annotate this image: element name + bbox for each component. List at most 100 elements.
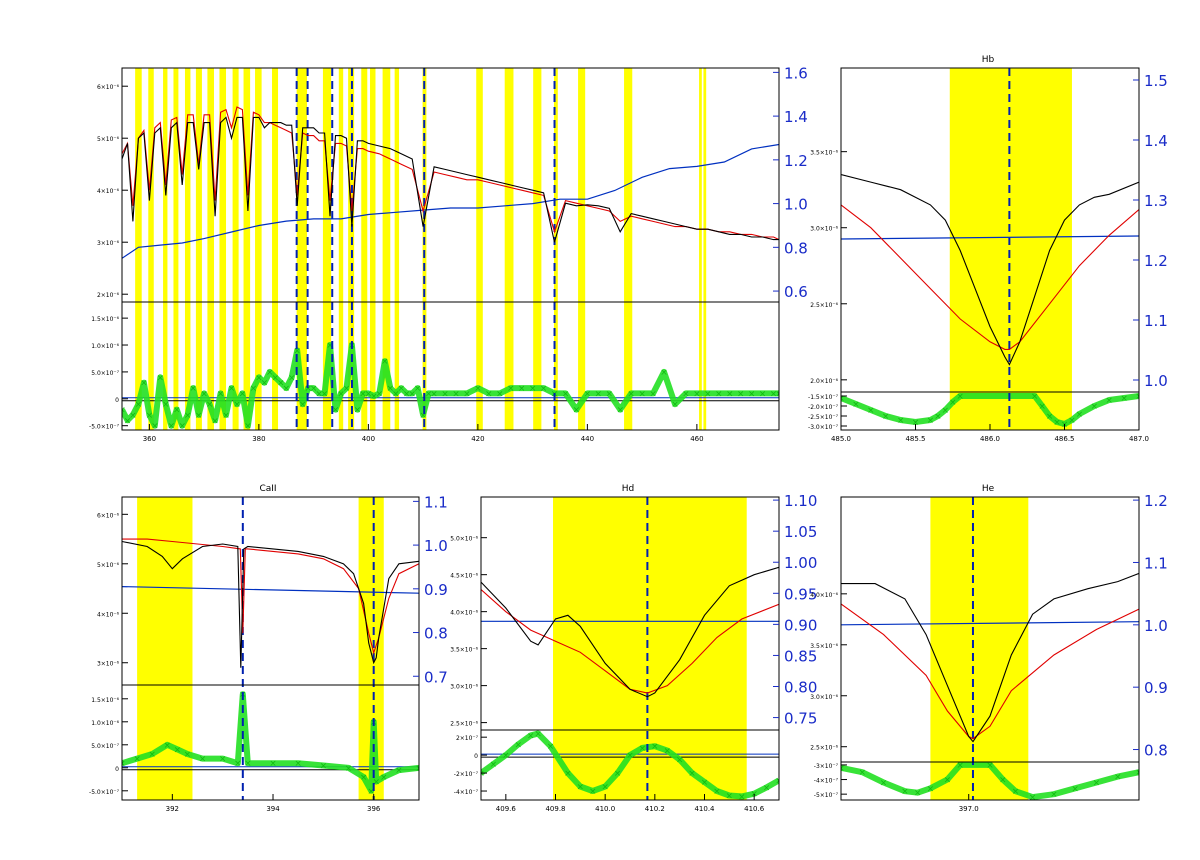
full-spectrum-residual-point: × [293, 346, 301, 356]
full-spectrum-xtick-label: 460 [690, 435, 703, 443]
full-spectrum-residual-point: × [200, 389, 208, 399]
hd-zoom-residual-point: × [639, 744, 647, 754]
caii-zoom-residual-point: × [148, 750, 156, 760]
full-spectrum-residual-point: × [206, 400, 214, 410]
hb-zoom-residual-point: × [934, 412, 942, 422]
full-spectrum-residual-point: × [354, 406, 362, 416]
full-spectrum-residual-point: × [118, 406, 126, 416]
caii-zoom-residual-ytick-label: 1.0×10⁻⁶ [91, 720, 119, 727]
full-spectrum-residual-point: × [359, 389, 367, 399]
hd-zoom-residual-point: × [564, 769, 572, 779]
full-spectrum-residual-point: × [376, 389, 384, 399]
full-spectrum-y2tick-label: 1.0 [784, 196, 808, 214]
full-spectrum-residual-point: × [414, 384, 422, 394]
full-spectrum-residual-point: × [616, 406, 624, 416]
hd-zoom-residual-point: × [527, 731, 535, 741]
full-spectrum-residual-point: × [228, 384, 236, 394]
hb-zoom-residual-point: × [1046, 412, 1054, 422]
full-spectrum-residual-point: × [365, 389, 373, 399]
caii-zoom-residual-point: × [269, 759, 277, 769]
hb-zoom-residual-point: × [882, 412, 890, 422]
full-spectrum-observed-line [122, 116, 779, 243]
full-spectrum-residual-point: × [540, 384, 548, 394]
full-spectrum-residual-point: × [266, 368, 274, 378]
he-zoom-residual-point: × [1135, 768, 1143, 778]
hd-zoom-residual-point: × [726, 792, 734, 802]
full-spectrum-residual-point: × [507, 384, 515, 394]
hb-zoom-y2tick-label: 1.1 [1144, 312, 1168, 330]
caii-zoom-y2tick-label: 0.9 [424, 581, 448, 599]
full-spectrum-residual-point: × [671, 400, 679, 410]
full-spectrum-residual-point: × [381, 357, 389, 367]
hb-zoom-plot-area: ×××××××××××××××××××××× [841, 68, 1139, 430]
hd-zoom-residual-point: × [589, 787, 597, 797]
caii-zoom-ratio-line [122, 586, 419, 594]
full-spectrum-ytick-label: 5×10⁻⁶ [97, 136, 120, 143]
caii-zoom-residual-ytick-label: -5.0×10⁻⁷ [89, 789, 120, 796]
caii-zoom-frame [121, 496, 420, 801]
caii-zoom-residual-point: × [380, 773, 388, 783]
full-spectrum-residual-point: × [759, 389, 767, 399]
full-spectrum-residual-point: × [737, 389, 745, 399]
full-spectrum-residual-ytick-label: 0 [115, 397, 119, 404]
hb-zoom-y2tick-label: 1.5 [1144, 72, 1168, 90]
he-zoom-residual-point: × [914, 789, 922, 799]
hd-zoom-xtick-label: 410.0 [595, 805, 615, 813]
full-spectrum-band-18 [382, 68, 391, 430]
hd-zoom-y2tick-label: 1.05 [784, 523, 817, 541]
hd-zoom-xtick-label: 410.4 [694, 805, 715, 813]
full-spectrum-band-12 [296, 68, 308, 430]
full-spectrum-residual-point: × [288, 373, 296, 383]
caii-zoom-ytick-label: 5×10⁻⁶ [97, 562, 120, 569]
full-spectrum-residual-point: × [370, 392, 378, 402]
caii-zoom: ×××××××××××××××××××××× 392 394 396 3×10⁻⁶ 4×1… [89, 493, 448, 813]
caii-zoom-residual-point: × [320, 762, 328, 772]
he-zoom-ytick-label: 4.0×10⁻⁶ [810, 592, 838, 599]
caii-zoom-residual-point: × [133, 755, 141, 765]
full-spectrum-band-4 [184, 68, 191, 430]
caii-zoom-xtick-label: 396 [367, 805, 381, 813]
hb-zoom-xtick-label: 487.0 [1129, 435, 1149, 443]
full-spectrum-residual-point: × [606, 389, 614, 399]
caii-zoom-residual-point: × [184, 750, 192, 760]
full-spectrum-residual-point: × [277, 379, 285, 389]
caii-zoom-residual-ytick-label: 1.5×10⁻⁶ [91, 697, 119, 704]
caii-zoom-ytick-label: 4×10⁻⁶ [97, 611, 120, 618]
he-zoom-residual-line [841, 761, 1139, 800]
full-spectrum-residual-point: × [392, 389, 400, 399]
full-spectrum-band-5 [195, 68, 202, 430]
he-zoom-residual-point: × [901, 787, 909, 797]
hd-zoom-ytick-label: 5.0×10⁻⁶ [450, 536, 478, 543]
hd-zoom-xtick-label: 409.6 [496, 805, 517, 813]
full-spectrum-band-27 [699, 68, 702, 430]
full-spectrum-residual-point: × [173, 406, 181, 416]
full-spectrum-band-22 [504, 68, 514, 430]
full-spectrum-ytick-label: 6×10⁻⁶ [97, 84, 120, 91]
he-zoom-plot-area: × × × × × × × × × × × × × × × × × [841, 497, 1143, 803]
full-spectrum-residual-point: × [178, 422, 186, 432]
hd-zoom-plot-area: ××××××××××××××××××××××××× [481, 497, 783, 802]
full-spectrum-residual-point: × [474, 384, 482, 394]
full-spectrum-ratio-line [122, 143, 779, 259]
full-spectrum-residual-point: × [595, 389, 603, 399]
hd-zoom-residual-point: × [713, 787, 721, 797]
caii-zoom-ytick-label: 3×10⁻⁶ [97, 661, 120, 668]
full-spectrum-residual-point: × [140, 379, 148, 389]
hd-zoom-residual-point: × [676, 756, 684, 766]
full-spectrum-band-1 [148, 68, 154, 430]
full-spectrum-residual-point: × [282, 384, 290, 394]
full-spectrum-residual-point: × [129, 411, 137, 421]
full-spectrum-residual-point: × [195, 411, 203, 421]
hb-zoom-residual-point: × [897, 416, 905, 426]
he-zoom-residual-point: × [1029, 793, 1037, 803]
he-zoom: × × × × × × × × × × × × × × × × × 397.0 2.5×10⁻⁶ 3.0×10⁻⁶ 3.… [810, 492, 1168, 813]
full-spectrum-residual-point: × [485, 389, 493, 399]
hd-panel-title: Hd [622, 484, 634, 494]
hb-zoom-xtick-label: 486.5 [1054, 435, 1074, 443]
hd-zoom-residual-point: × [701, 778, 709, 788]
hd-zoom-residual-point: × [775, 776, 783, 786]
caii-zoom-residual-line [122, 691, 419, 794]
full-spectrum-residual-point: × [770, 389, 778, 399]
full-spectrum-band-19 [394, 68, 400, 430]
